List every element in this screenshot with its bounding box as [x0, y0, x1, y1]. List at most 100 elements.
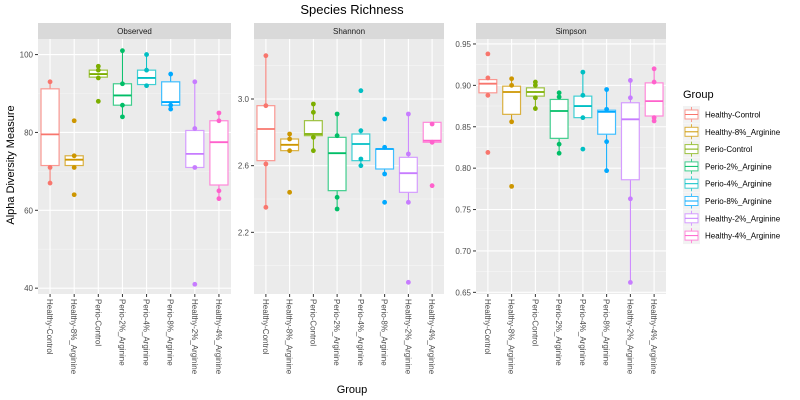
- legend: Group Healthy-Control Healthy-8%_Arginine…: [683, 89, 781, 245]
- data-point: [556, 90, 562, 96]
- data-point: [509, 76, 515, 82]
- x-tick-label: Healthy-4%_Arginine: [649, 299, 658, 375]
- x-axis-title: Group: [337, 384, 368, 396]
- boxplot-perio-2-arginine: [112, 48, 133, 120]
- chart-title: Species Richness: [300, 2, 404, 17]
- y-tick-label: 60: [24, 206, 33, 215]
- legend-label: Perio-2%_Arginine: [705, 162, 772, 171]
- data-point: [263, 103, 269, 109]
- boxplot-perio-4-arginine: [351, 88, 371, 169]
- box: [502, 85, 522, 115]
- x-tick-label: Perio-8%_Arginine: [380, 299, 389, 366]
- data-point: [429, 183, 435, 189]
- data-point: [604, 139, 610, 145]
- data-point: [627, 280, 633, 285]
- data-point: [485, 75, 491, 81]
- boxplot-perio-4-arginine: [573, 69, 593, 152]
- facet-strip: [254, 23, 444, 39]
- data-point: [310, 101, 316, 107]
- y-axis-title: Alpha Diversity Measure: [5, 105, 17, 224]
- y-tick-label: 0.70: [455, 247, 471, 256]
- y-tick-label: 0.95: [455, 40, 471, 49]
- data-point: [120, 102, 125, 108]
- data-point: [358, 128, 364, 134]
- box: [209, 120, 229, 186]
- data-point: [509, 119, 515, 125]
- legend-label: Healthy-8%_Arginine: [705, 128, 781, 137]
- data-point: [651, 115, 657, 121]
- data-point: [120, 81, 125, 87]
- x-tick-label: Perio-2%_Arginine: [117, 299, 126, 366]
- y-tick-label: 3.0: [238, 95, 250, 104]
- legend-item: Perio-4%_Arginine: [683, 175, 772, 193]
- data-point: [71, 192, 77, 198]
- boxplot-healthy-control: [478, 51, 498, 155]
- data-point: [287, 189, 293, 195]
- data-point: [627, 95, 633, 101]
- data-point: [263, 53, 269, 59]
- data-point: [485, 51, 491, 57]
- data-point: [604, 168, 610, 174]
- boxplot-healthy-4-arginine: [422, 121, 442, 189]
- data-point: [405, 279, 411, 285]
- data-point: [47, 165, 53, 170]
- panel-observed: Observed 40 60 80 100 Healthy-Control Healthy-…: [20, 23, 231, 375]
- data-point: [168, 71, 174, 77]
- boxplot-perio-control: [525, 79, 545, 111]
- legend-item: Healthy-8%_Arginine: [683, 123, 781, 141]
- x-tick-label: Perio-Control: [308, 299, 317, 346]
- data-point: [144, 67, 149, 73]
- x-tick-label: Perio-2%_Arginine: [554, 299, 563, 366]
- data-point: [120, 114, 125, 120]
- data-point: [287, 131, 293, 137]
- data-point: [604, 106, 610, 112]
- box: [549, 98, 569, 139]
- data-point: [604, 87, 610, 92]
- data-point: [192, 165, 198, 170]
- data-point: [532, 106, 538, 111]
- y-tick-label: 0.75: [455, 206, 471, 215]
- data-point: [95, 63, 101, 69]
- y-tick-label: 100: [20, 51, 34, 60]
- data-point: [192, 126, 198, 131]
- x-tick-label: Healthy-Control: [483, 299, 492, 355]
- boxplot-healthy-2-arginine: [398, 111, 418, 285]
- data-point: [580, 92, 586, 98]
- data-point: [382, 199, 388, 205]
- data-point: [382, 144, 388, 150]
- boxplot-perio-8-arginine: [161, 71, 181, 112]
- box: [597, 109, 617, 135]
- data-point: [310, 148, 316, 154]
- legend-label: Healthy-2%_Arginine: [705, 214, 781, 223]
- x-tick-label: Perio-8%_Arginine: [602, 299, 611, 366]
- x-tick-label: Perio-2%_Arginine: [332, 299, 341, 366]
- data-point: [651, 66, 657, 72]
- x-tick-label: Healthy-4%_Arginine: [214, 299, 223, 375]
- legend-item: Healthy-Control: [683, 106, 761, 123]
- legend-label: Perio-Control: [705, 145, 752, 154]
- data-point: [627, 77, 633, 83]
- data-point: [405, 151, 411, 157]
- data-point: [216, 110, 222, 116]
- x-tick-label: Healthy-8%_Arginine: [507, 299, 516, 375]
- data-point: [509, 183, 515, 189]
- data-point: [334, 111, 340, 117]
- boxplot-healthy-8-arginine: [280, 131, 300, 195]
- y-tick-label: 40: [24, 284, 33, 293]
- x-tick-label: Healthy-2%_Arginine: [625, 299, 634, 375]
- data-point: [334, 206, 340, 212]
- y-tick-label: 0.80: [455, 164, 471, 173]
- legend-title: Group: [683, 89, 714, 101]
- data-point: [47, 180, 53, 186]
- legend-label: Healthy-4%_Arginine: [705, 232, 781, 241]
- data-point: [47, 79, 53, 85]
- boxplot-healthy-control: [256, 53, 276, 210]
- boxplot-perio-2-arginine: [327, 111, 347, 212]
- box: [40, 88, 60, 167]
- data-point: [651, 79, 657, 85]
- x-tick-label: Healthy-2%_Arginine: [190, 299, 199, 375]
- legend-label: Healthy-Control: [705, 111, 761, 120]
- boxplot-healthy-4-arginine: [209, 110, 229, 202]
- data-point: [95, 67, 101, 73]
